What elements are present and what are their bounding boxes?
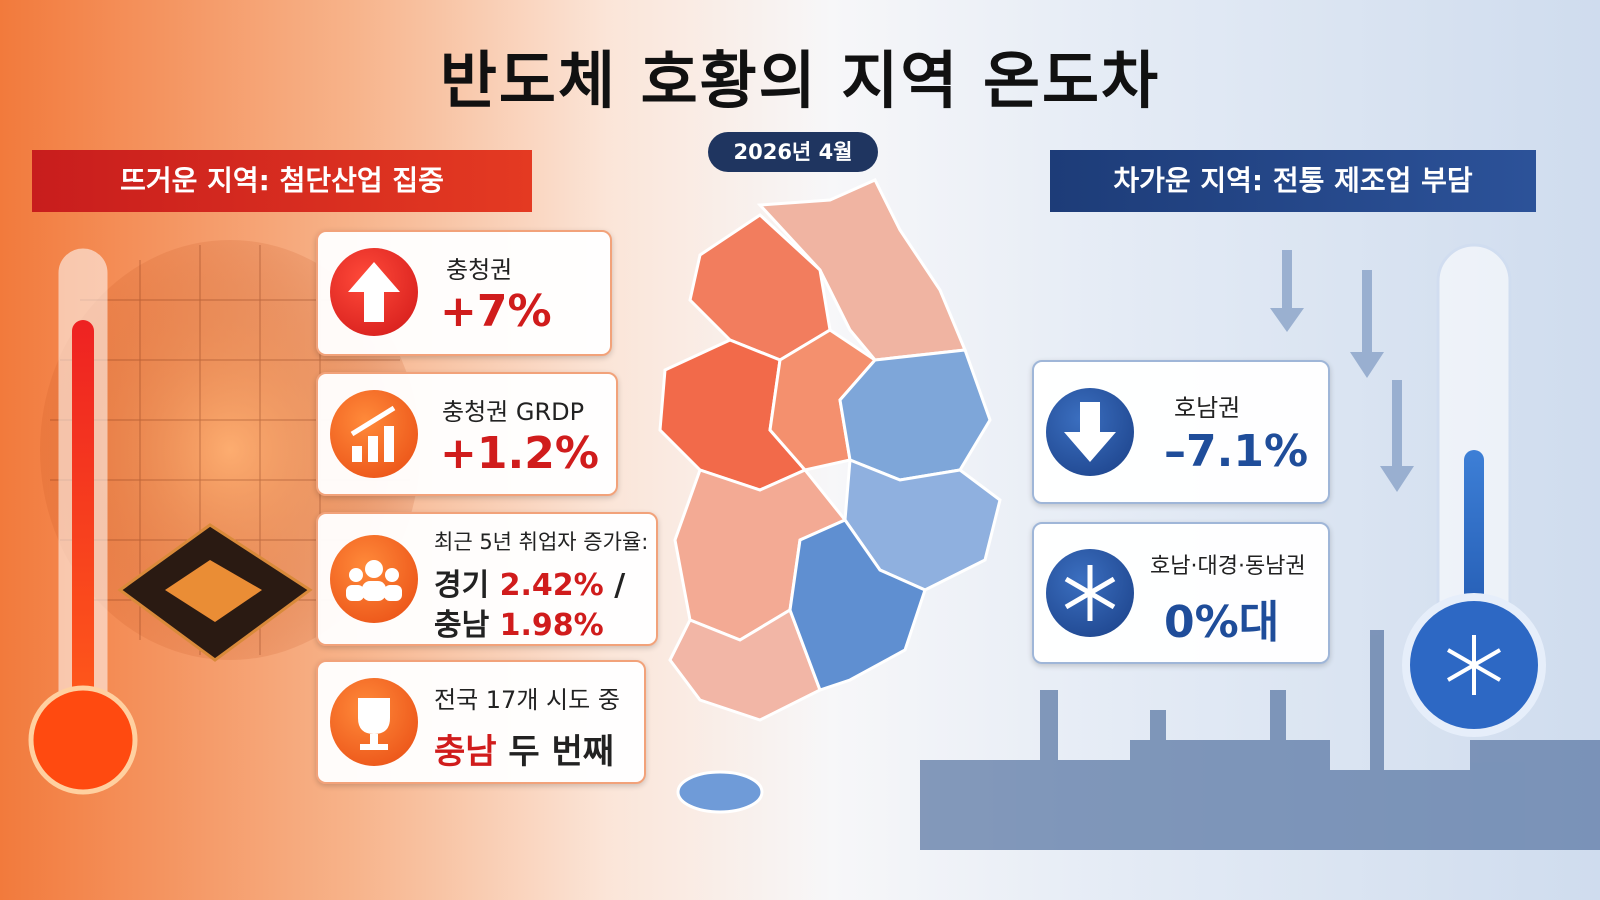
stat-card: 충청권 +7% [316,230,612,356]
card-label: 전국 17개 시도 중 [434,686,620,714]
card-value: –7.1% [1164,426,1309,477]
down-arrow-icon [1046,388,1134,476]
card-label: 충청권 GRDP [442,398,585,426]
separator: / [614,568,626,603]
people-icon [330,535,418,623]
card-value: 0%대 [1164,597,1280,648]
cold-heading: 차가운 지역: 전통 제조업 부담 [1050,150,1536,212]
card-label: 최근 5년 취업자 증가율: [434,530,649,554]
region: 충남 [434,608,490,643]
stat-card: 호남권 –7.1% [1032,360,1330,504]
stat-line: 경기 2.42% / [434,560,625,604]
region: 경기 [434,568,490,603]
card-value: +1.2% [440,428,599,479]
trophy-icon [330,678,418,766]
stat-card: 최근 5년 취업자 증가율: 경기 2.42% / 충남 1.98% [316,512,658,646]
card-label: 충청권 [446,256,513,284]
snowflake-icon [1046,549,1134,637]
stat-card: 호남·대경·동남권 0%대 [1032,522,1330,664]
card-label: 호남·대경·동남권 [1150,554,1306,579]
rate: 1.98% [499,608,604,643]
growth-icon [330,390,418,478]
hot-heading: 뜨거운 지역: 첨단산업 집중 [32,150,532,212]
up-arrow-icon [330,248,418,336]
date-badge: 2026년 4월 [708,132,878,172]
card-label: 호남권 [1174,394,1241,422]
stat-card: 전국 17개 시도 중 충남 두 번째 [316,660,646,784]
stat-card: 충청권 GRDP +1.2% [316,372,618,496]
stat-line: 충남 1.98% [434,600,604,644]
rank: 두 번째 [508,732,615,772]
card-value: +7% [440,286,552,337]
rate: 2.42% [499,568,604,603]
rank-line: 충남 두 번째 [434,724,614,773]
highlight-region: 충남 [434,732,497,772]
title: 반도체 호황의 지역 온도차 [439,44,1161,117]
